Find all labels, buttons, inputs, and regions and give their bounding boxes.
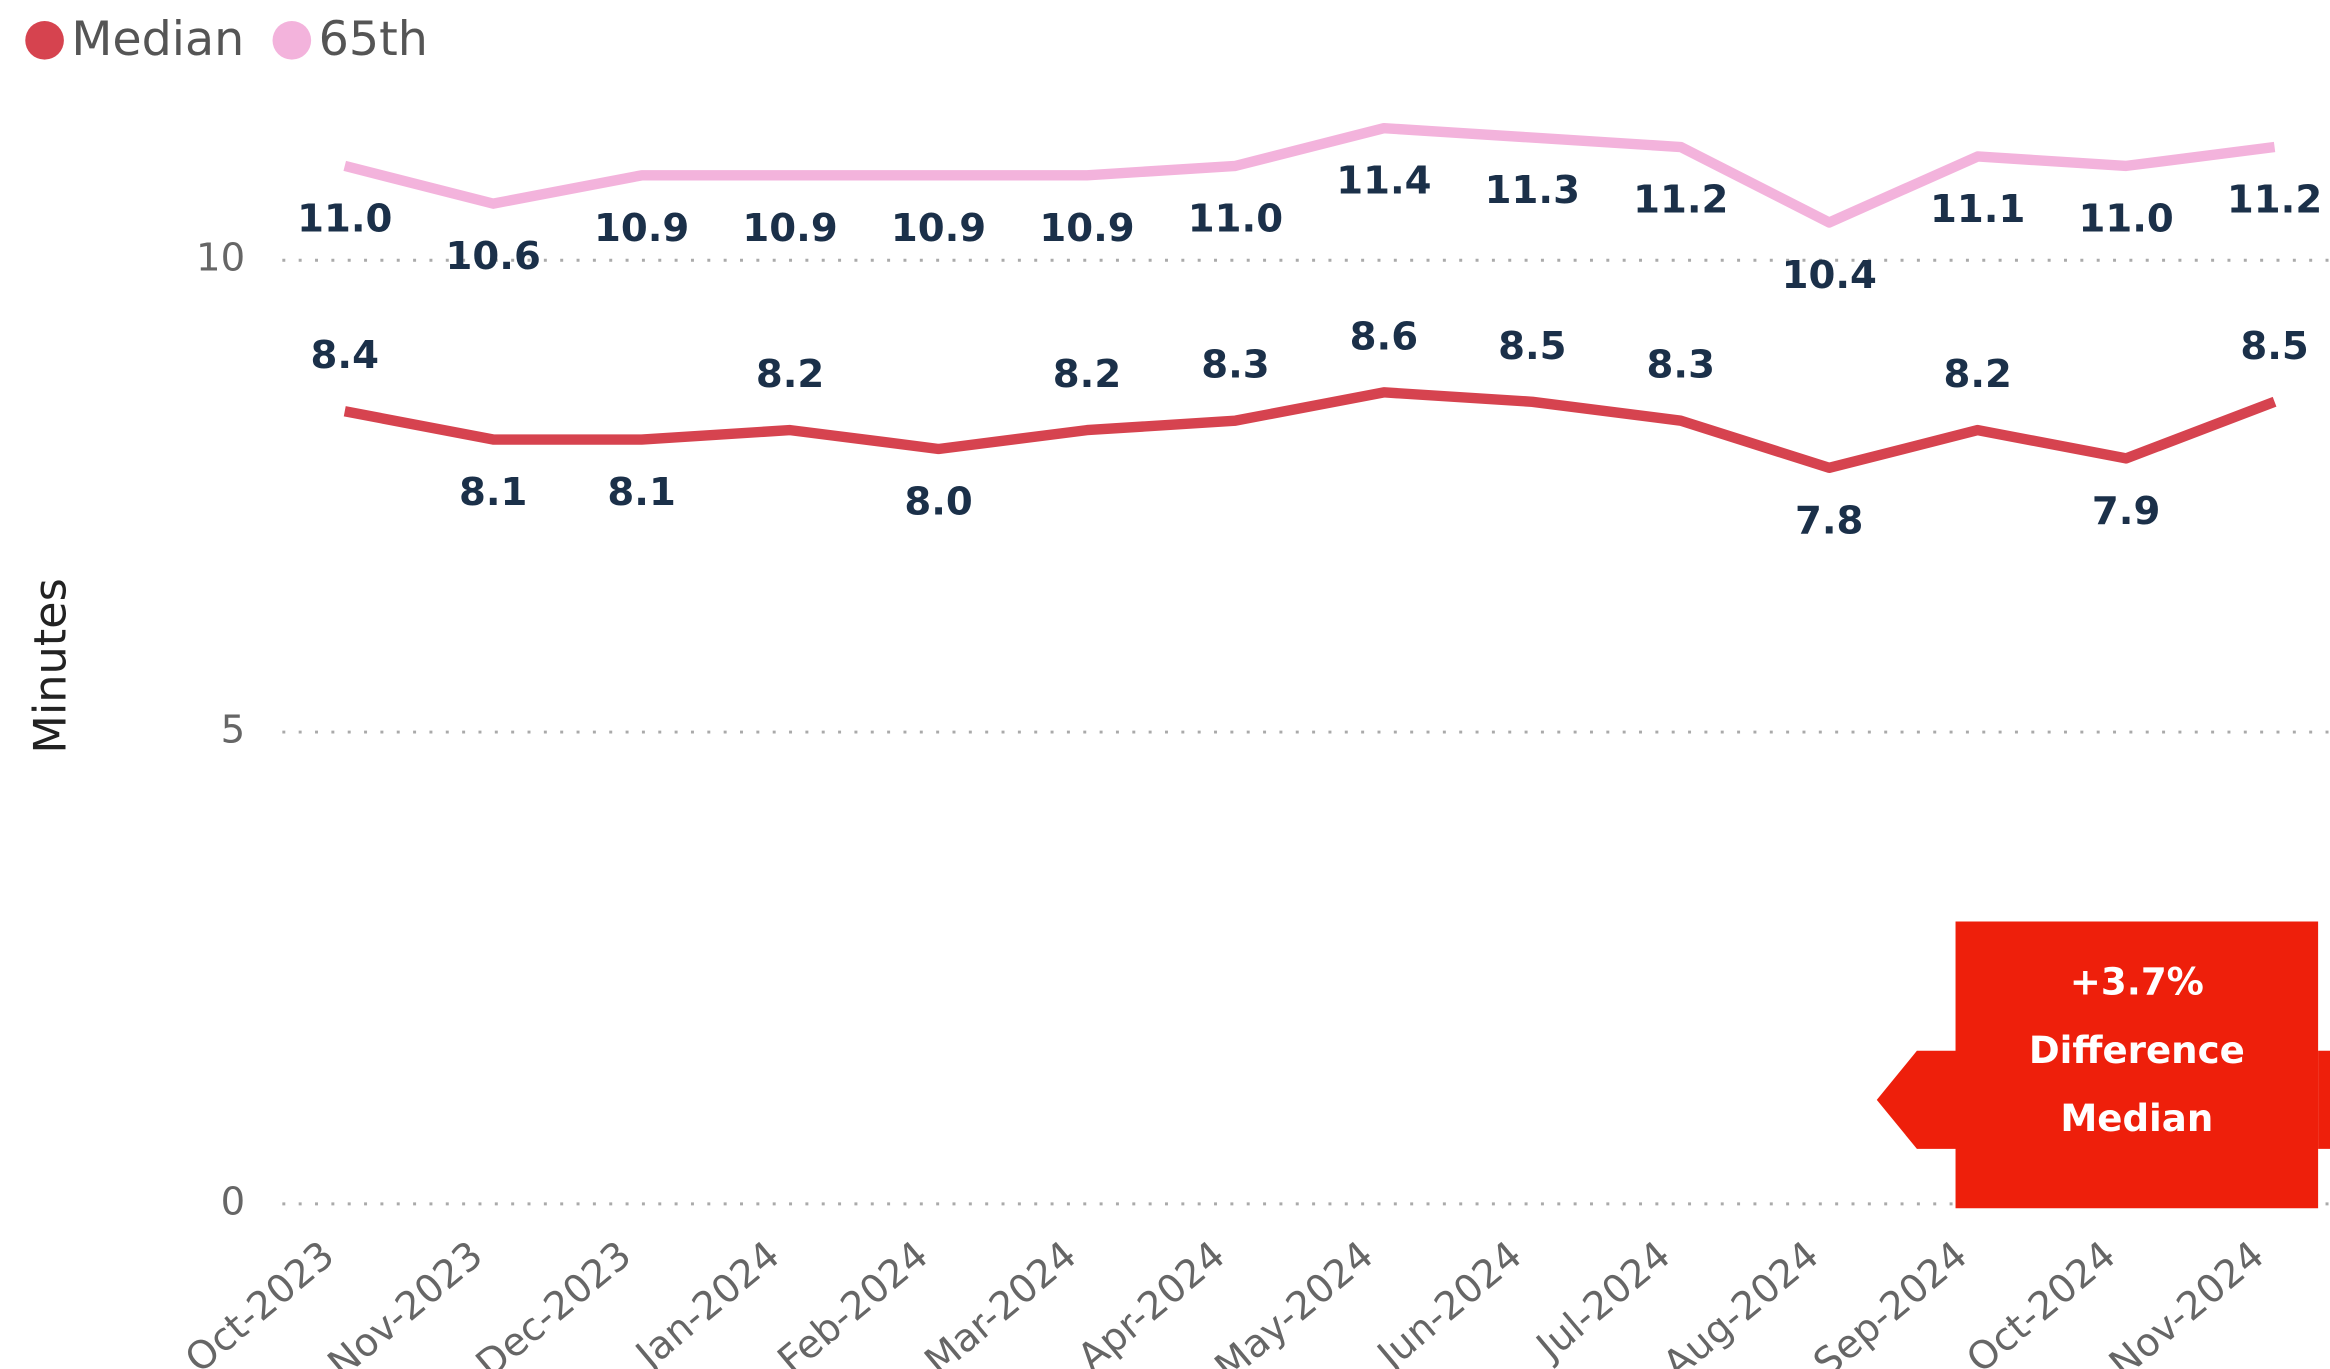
data-label: 8.1 <box>607 470 675 515</box>
data-label: 7.9 <box>2092 489 2160 534</box>
annotation-arrow-right <box>2318 1050 2330 1149</box>
x-tick-label: May-2024 <box>1207 1233 1383 1369</box>
data-label: 8.3 <box>1201 343 1269 388</box>
data-label: 11.0 <box>297 196 392 241</box>
data-label: 11.2 <box>1633 178 1728 223</box>
x-tick-label: Dec-2023 <box>468 1233 640 1369</box>
data-label: 8.0 <box>904 479 972 524</box>
data-label: 11.1 <box>1930 187 2025 232</box>
x-tick-label: Jan-2024 <box>626 1233 788 1369</box>
data-label: 8.4 <box>311 333 379 378</box>
data-label: 10.4 <box>1782 253 1877 298</box>
x-tick-label: Mar-2024 <box>916 1233 1085 1369</box>
y-axis-label: Minutes <box>24 578 76 753</box>
x-tick-label: Jul-2024 <box>1527 1233 1679 1369</box>
data-label: 10.6 <box>446 234 541 279</box>
y-tick-label: 10 <box>196 236 245 281</box>
y-tick-label: 5 <box>221 708 246 753</box>
x-tick-label: Feb-2024 <box>770 1233 937 1369</box>
annotation-text: Median <box>2060 1097 2213 1140</box>
data-label: 10.9 <box>594 206 689 251</box>
data-label: 7.8 <box>1795 498 1863 543</box>
data-label: 11.2 <box>2227 178 2322 223</box>
data-label: 8.3 <box>1647 343 1715 388</box>
data-label: 8.1 <box>459 470 527 515</box>
x-tick-label: Nov-2024 <box>2101 1233 2273 1369</box>
annotation-text: Difference <box>2029 1029 2245 1072</box>
legend-label: Median <box>71 12 244 67</box>
legend-label: 65th <box>319 12 428 67</box>
data-label: 8.6 <box>1350 314 1418 359</box>
x-tick-label: Aug-2024 <box>1655 1233 1828 1369</box>
data-label: 10.9 <box>1039 206 1134 251</box>
x-tick-label: Sep-2024 <box>1805 1233 1976 1369</box>
series-line <box>343 387 2277 474</box>
series-line <box>343 122 2276 228</box>
x-tick-label: Nov-2023 <box>320 1233 492 1369</box>
legend-marker <box>272 21 312 60</box>
data-label: 8.5 <box>1498 324 1566 369</box>
data-label: 11.0 <box>1188 196 1283 241</box>
annotation-text: +3.7% <box>2070 960 2204 1003</box>
data-label: 8.2 <box>1053 352 1121 397</box>
data-label: 8.5 <box>2240 324 2308 369</box>
data-label: 10.9 <box>891 206 986 251</box>
x-tick-label: Oct-2023 <box>177 1233 343 1369</box>
y-tick-label: 0 <box>221 1179 246 1224</box>
x-tick-label: Jun-2024 <box>1368 1233 1531 1369</box>
data-label: 11.0 <box>2078 196 2173 241</box>
data-label: 11.4 <box>1336 159 1431 204</box>
data-label: 11.3 <box>1485 168 1580 213</box>
legend-marker <box>25 21 64 60</box>
x-tick-label: Apr-2024 <box>1070 1233 1234 1369</box>
data-label: 8.2 <box>1943 352 2011 397</box>
x-tick-label: Oct-2024 <box>1958 1233 2124 1369</box>
data-label: 8.2 <box>756 352 824 397</box>
annotation-box <box>1876 921 2319 1209</box>
data-label: 10.9 <box>742 206 837 251</box>
